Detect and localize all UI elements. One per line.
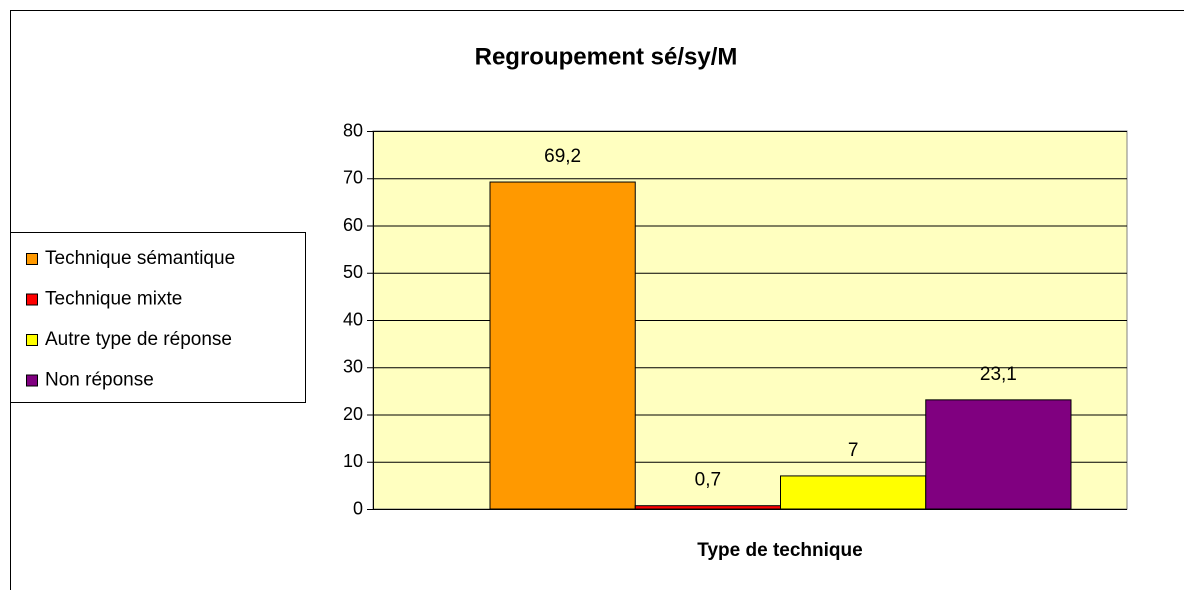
bar xyxy=(634,505,781,510)
y-tick-label: 40 xyxy=(343,309,363,329)
y-tick-label: 10 xyxy=(343,451,363,471)
chart-title: Regroupement sé/sy/M xyxy=(475,43,738,70)
legend-swatch xyxy=(26,374,38,387)
legend-label: Non réponse xyxy=(45,370,154,391)
data-label: 69,2 xyxy=(544,146,581,167)
y-tick-label: 60 xyxy=(343,215,363,235)
y-tick-label: 0 xyxy=(353,498,363,518)
bar xyxy=(489,181,636,510)
legend-box xyxy=(10,232,306,403)
y-tick-label: 20 xyxy=(343,404,363,424)
legend-swatch xyxy=(26,253,38,265)
y-tick-label: 80 xyxy=(343,120,363,140)
legend-swatch xyxy=(26,334,38,346)
legend-label: Technique sémantique xyxy=(45,248,235,269)
bar xyxy=(925,399,1072,510)
data-label: 23,1 xyxy=(980,364,1017,385)
data-label: 0,7 xyxy=(695,470,721,491)
y-tick-label: 70 xyxy=(343,168,363,188)
bar xyxy=(780,475,927,510)
y-tick-label: 30 xyxy=(343,357,363,377)
legend-swatch xyxy=(26,293,38,306)
data-label: 7 xyxy=(848,440,859,461)
legend-label: Autre type de réponse xyxy=(45,329,232,350)
y-tick-label: 50 xyxy=(343,262,363,282)
x-axis-title: Type de technique xyxy=(697,540,862,561)
legend-label: Technique mixte xyxy=(45,289,182,310)
